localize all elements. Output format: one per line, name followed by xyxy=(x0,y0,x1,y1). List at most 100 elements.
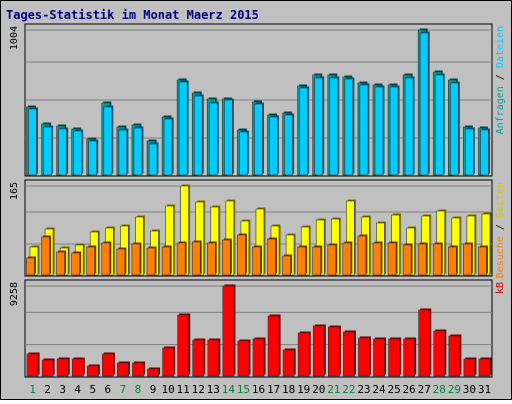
bar-besuche xyxy=(161,245,172,276)
bar-kb xyxy=(433,329,447,377)
bar-dateien-face xyxy=(344,78,354,176)
bar-kb-face xyxy=(192,339,205,377)
bar-kb xyxy=(41,358,55,377)
x-tick-label: 10 xyxy=(161,383,174,396)
bar-besuche xyxy=(176,241,187,276)
panel-top-bars xyxy=(26,28,490,176)
bar-dateien xyxy=(284,113,295,176)
x-tick-label: 3 xyxy=(59,383,66,396)
bar-dateien-face xyxy=(329,77,339,176)
x-tick-label: 30 xyxy=(463,383,476,396)
bar-dateien-face xyxy=(254,103,263,176)
bar-kb xyxy=(267,314,281,377)
bar-besuche xyxy=(191,240,202,276)
bar-kb-face xyxy=(327,326,340,377)
x-tick-label: 25 xyxy=(387,383,400,396)
bar-dateien-face xyxy=(118,129,128,176)
bar-kb xyxy=(478,357,492,377)
bar-kb-face xyxy=(297,332,310,377)
bar-kb xyxy=(388,337,402,377)
bar-kb xyxy=(312,324,326,377)
bar-besuche-face xyxy=(116,248,126,276)
bar-dateien-face xyxy=(43,126,52,176)
bar-kb-face xyxy=(418,309,431,377)
bar-dateien-face xyxy=(465,128,474,176)
legend-entry: / xyxy=(495,218,506,236)
bar-dateien xyxy=(163,117,174,176)
bar-dateien xyxy=(480,128,490,176)
bar-besuche xyxy=(312,245,323,276)
bar-besuche-face xyxy=(252,246,261,276)
bar-kb-face xyxy=(207,339,220,377)
bar-dateien xyxy=(148,142,159,176)
x-tick-label: 27 xyxy=(418,383,431,396)
bar-kb xyxy=(463,357,477,377)
x-tick-label: 5 xyxy=(89,383,96,396)
bar-kb xyxy=(327,325,341,377)
x-tick-label: 15 xyxy=(237,383,250,396)
bar-besuche-face xyxy=(206,242,216,276)
bar-dateien xyxy=(193,94,204,176)
legend-entry: Anfragen xyxy=(495,86,506,134)
bar-dateien-face xyxy=(73,130,82,176)
bar-dateien xyxy=(269,115,280,176)
bar-dateien xyxy=(450,81,460,176)
bar-dateien xyxy=(43,125,54,176)
bar-besuche-face xyxy=(86,246,96,276)
bar-dateien-face xyxy=(314,77,324,176)
bar-kb xyxy=(132,361,146,377)
x-tick-label: 9 xyxy=(150,383,157,396)
x-tick-label: 22 xyxy=(342,383,355,396)
bar-besuche-face xyxy=(432,243,442,276)
bar-kb-face xyxy=(86,365,99,377)
bar-kb-face xyxy=(448,335,461,377)
bar-besuche xyxy=(206,241,217,276)
bar-kb xyxy=(282,348,296,377)
panel-bottom-right-label: kB xyxy=(495,282,506,294)
bar-besuche-face xyxy=(448,246,457,276)
chart-panels: 1004 Anfragen / Dateien 165 Besuche / Seite… xyxy=(9,23,506,378)
bar-kb xyxy=(418,308,432,377)
bar-besuche-face xyxy=(146,247,156,276)
x-tick-label: 13 xyxy=(207,383,220,396)
bar-kb xyxy=(56,357,70,377)
bar-dateien-face xyxy=(133,127,143,176)
bar-kb xyxy=(297,331,311,377)
bar-dateien xyxy=(419,31,430,176)
bar-kb xyxy=(117,361,130,377)
x-tick-label: 1 xyxy=(29,383,36,396)
bar-besuche xyxy=(387,241,398,276)
bar-kb-face xyxy=(358,337,370,377)
legend-entry: Besuche xyxy=(495,236,506,278)
bar-kb-face xyxy=(117,362,129,377)
bar-kb xyxy=(102,352,115,377)
bar-kb-face xyxy=(132,362,144,377)
bar-dateien-face xyxy=(103,106,113,176)
x-tick-label: 12 xyxy=(192,383,205,396)
bar-dateien xyxy=(329,76,340,176)
bar-kb-face xyxy=(26,353,39,377)
bar-kb-face xyxy=(373,338,385,377)
bar-dateien-face xyxy=(88,140,98,176)
bar-dateien-face xyxy=(178,81,188,176)
bar-dateien xyxy=(374,85,385,176)
bar-dateien-face xyxy=(374,86,384,176)
panel-bottom-ymax-label: 9258 xyxy=(9,282,20,306)
legend-entry: kB xyxy=(495,282,506,294)
bar-besuche-face xyxy=(267,238,276,276)
x-tick-label: 8 xyxy=(135,383,142,396)
bar-besuche xyxy=(478,245,488,276)
bar-kb-face xyxy=(463,358,476,377)
x-tick-label: 19 xyxy=(297,383,310,396)
bar-besuche-face xyxy=(222,239,231,276)
bar-besuche xyxy=(448,245,458,276)
bar-kb-face xyxy=(237,340,250,377)
bar-besuche xyxy=(116,247,127,276)
bar-besuche-face xyxy=(56,251,65,276)
x-tick-label: 7 xyxy=(120,383,127,396)
bar-dateien-face xyxy=(480,129,489,176)
bar-dateien xyxy=(28,107,38,176)
bar-dateien xyxy=(465,127,475,176)
